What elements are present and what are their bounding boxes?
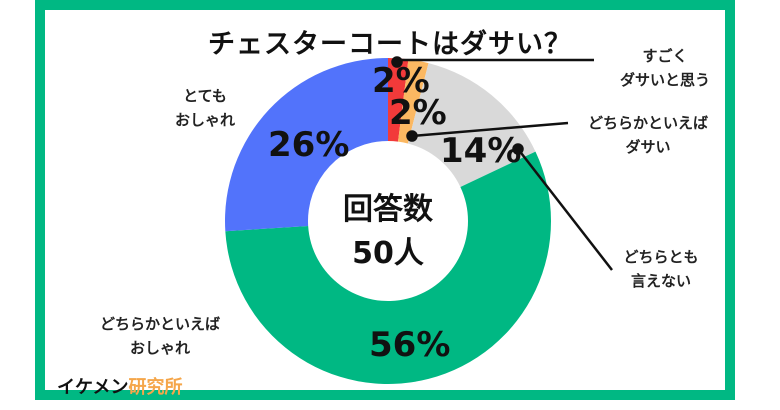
- donut-slices: [225, 58, 551, 385]
- slice-very-oshare: [225, 58, 388, 232]
- label-line: おしゃれ: [174, 111, 235, 129]
- label-line: すごく: [642, 47, 688, 65]
- slice-neither: [407, 63, 536, 187]
- percent-neither: 14%: [440, 131, 522, 171]
- label-line: どちらかといえば: [587, 114, 708, 132]
- chart-frame: [35, 0, 735, 400]
- center-line1: 回答数: [343, 192, 433, 227]
- chart-title: チェスターコートはダサい？: [208, 29, 572, 60]
- brand-part1: イケメン: [57, 377, 129, 398]
- label-line: とても: [183, 87, 227, 105]
- percent-rather-oshare: 56%: [369, 325, 451, 365]
- label-neither: どちらとも 言えない: [596, 245, 726, 293]
- label-line: ダサいと思う: [619, 71, 710, 89]
- label-very-oshare: とても おしゃれ: [150, 84, 260, 132]
- slice-very-dasai: [388, 58, 409, 142]
- percent-rather-dasai: 2%: [389, 93, 447, 133]
- slice-rather-dasai: [398, 59, 429, 144]
- brand-logo: イケメン研究所: [57, 373, 182, 399]
- label-line: おしゃれ: [129, 339, 190, 357]
- label-line: どちらかといえば: [99, 315, 220, 333]
- brand-part2: 研究所: [128, 377, 183, 398]
- center-line2: 50人: [352, 236, 424, 271]
- label-rather-oshare: どちらかといえば おしゃれ: [70, 312, 250, 360]
- label-very-dasai: すごく ダサいと思う: [590, 44, 740, 92]
- slice-rather-oshare: [225, 151, 551, 385]
- percent-very-oshare: 26%: [268, 125, 350, 165]
- label-line: どちらとも: [623, 248, 699, 266]
- center-label: 回答数 50人: [308, 188, 468, 276]
- label-line: ダサい: [625, 138, 671, 156]
- label-rather-dasai: どちらかといえば ダサい: [568, 111, 728, 159]
- leader-lines: [391, 56, 613, 271]
- label-line: 言えない: [630, 272, 691, 290]
- percent-very-dasai: 2%: [372, 61, 430, 101]
